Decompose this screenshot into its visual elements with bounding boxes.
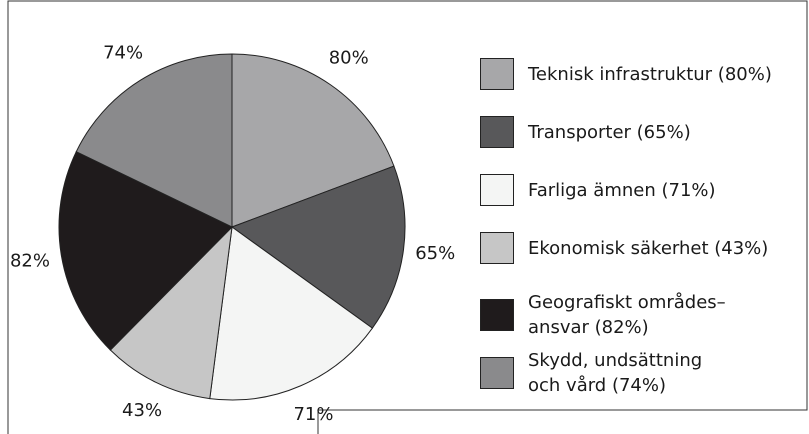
pie-slice	[58, 151, 233, 351]
legend-label: Ekonomisk säkerhet (43%)	[528, 237, 769, 259]
legend-swatch	[480, 357, 514, 389]
pie-slice	[209, 226, 374, 401]
legend-item: Ekonomisk säkerhet (43%)	[480, 232, 768, 264]
pie-slice	[230, 165, 406, 329]
value-label: 65%	[415, 243, 455, 264]
pie-slice	[75, 53, 233, 228]
legend-swatch	[480, 58, 514, 90]
legend-swatch	[480, 299, 514, 331]
value-label: 71%	[293, 404, 333, 425]
frame	[7, 0, 808, 434]
pie-slice	[231, 53, 395, 228]
legend-label: Geografiskt områdes– ansvar (82%)	[528, 292, 726, 338]
legend-label: Teknisk infrastruktur (80%)	[528, 63, 772, 85]
legend-item: Transporter (65%)	[480, 116, 691, 148]
value-label: 82%	[10, 251, 50, 272]
legend-item: Teknisk infrastruktur (80%)	[480, 58, 772, 90]
legend-swatch	[480, 116, 514, 148]
legend-item: Geografiskt områdes– ansvar (82%)	[480, 290, 726, 340]
legend-item: Farliga ämnen (71%)	[480, 174, 716, 206]
legend-label: Transporter (65%)	[528, 121, 691, 143]
legend-swatch	[480, 232, 514, 264]
value-label: 80%	[329, 47, 369, 68]
value-label: 43%	[122, 400, 162, 421]
pie-slice	[109, 225, 233, 400]
legend-item: Skydd, undsättning och vård (74%)	[480, 348, 702, 398]
legend-swatch	[480, 174, 514, 206]
legend-label: Farliga ämnen (71%)	[528, 179, 716, 201]
value-label: 74%	[103, 42, 143, 63]
legend-label: Skydd, undsättning och vård (74%)	[528, 350, 703, 396]
